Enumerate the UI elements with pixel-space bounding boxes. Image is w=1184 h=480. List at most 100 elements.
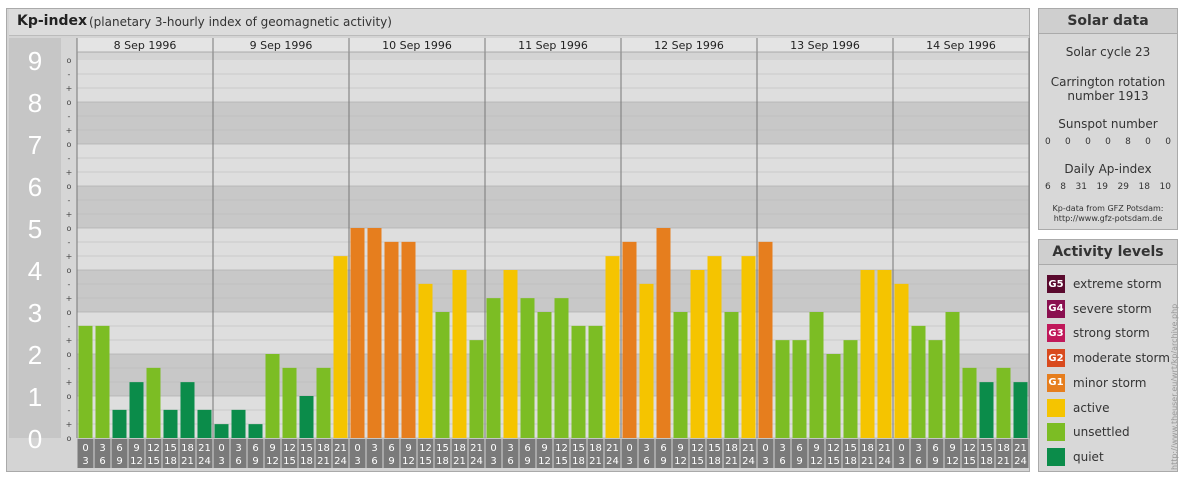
interval-end-label: 6 [915,456,921,467]
level-label: minor storm [1073,375,1147,390]
watermark: http://www.theuser.eu/wrt/kp/archive.php [1170,303,1179,470]
kp-bar [537,312,552,438]
kp-bar [333,256,348,438]
minor-tick-label: - [68,112,71,121]
interval-start-label: 15 [300,443,313,454]
minor-tick-label: + [66,336,73,345]
kp-bar [316,367,331,438]
interval-cell [638,439,655,468]
kp-bar [350,228,365,438]
interval-start-label: 12 [419,443,432,454]
interval-cell [383,439,400,468]
y-tick-label: 0 [28,424,42,454]
kp-bar [95,325,110,438]
y-tick-label: 2 [28,340,42,370]
interval-end-label: 3 [762,456,768,467]
interval-start-label: 0 [626,443,632,454]
y-tick-label: 9 [28,46,42,76]
interval-start-label: 3 [235,443,241,454]
kp-bar [520,298,535,438]
interval-start-label: 6 [388,443,394,454]
kp-bar [197,409,212,438]
interval-end-label: 21 [317,456,330,467]
interval-end-label: 21 [861,456,874,467]
kp-bar [605,256,620,438]
interval-start-label: 12 [283,443,296,454]
interval-start-label: 3 [507,443,513,454]
minor-tick-label: + [66,210,73,219]
sunspot-value: 0 [1145,137,1151,147]
interval-start-label: 3 [99,443,105,454]
interval-start-label: 15 [708,443,721,454]
interval-end-label: 18 [980,456,993,467]
interval-start-label: 9 [269,443,275,454]
activity-level-quiet: quiet [1047,447,1104,467]
interval-start-label: 18 [589,443,602,454]
interval-start-label: 0 [490,443,496,454]
activity-levels-title: Activity levels [1039,240,1177,265]
kp-bar [996,367,1011,438]
kp-bar [775,340,790,438]
interval-end-label: 3 [218,456,224,467]
interval-cell [723,439,740,468]
ap-value: 29 [1117,182,1129,192]
minor-tick-label: o [67,182,72,191]
interval-start-label: 9 [405,443,411,454]
interval-end-label: 24 [1014,456,1027,467]
interval-start-label: 12 [555,443,568,454]
interval-end-label: 6 [507,456,513,467]
minor-tick-label: o [67,98,72,107]
kp-bar [401,241,416,438]
interval-cell [145,439,162,468]
interval-end-label: 3 [490,456,496,467]
y-axis-column [9,38,61,438]
kp-bar [809,312,824,438]
interval-cell [621,439,638,468]
kp-bar [707,256,722,438]
interval-end-label: 6 [99,456,105,467]
interval-start-label: 9 [949,443,955,454]
interval-cell [502,439,519,468]
day-header-strip [77,38,1029,52]
kp-bar [214,424,229,438]
interval-start-label: 0 [218,443,224,454]
interval-start-label: 21 [606,443,619,454]
interval-cell [77,439,94,468]
interval-cell [366,439,383,468]
carrington-line2: number 1913 [1067,89,1149,103]
interval-cell [553,439,570,468]
ap-value: 31 [1075,182,1087,192]
sunspot-value: 0 [1065,137,1071,147]
interval-cell [281,439,298,468]
interval-end-label: 9 [524,456,530,467]
minor-tick-label: - [68,70,71,79]
interval-start-label: 21 [878,443,891,454]
interval-cell [825,439,842,468]
ap-value: 19 [1096,182,1108,192]
interval-start-label: 9 [133,443,139,454]
chart-subtitle: (planetary 3-hourly index of geomagnetic… [89,15,392,29]
day-label: 12 Sep 1996 [654,39,724,52]
level-label: extreme storm [1073,277,1162,291]
kp-bar [639,283,654,438]
level-swatch [1047,423,1065,442]
kp-bar [163,409,178,438]
credit-link[interactable]: http://www.gfz-potsdam.de [1053,214,1163,223]
level-swatch: G5 [1047,275,1065,293]
interval-start-label: 9 [677,443,683,454]
y-tick-label: 4 [28,256,42,286]
day-label: 13 Sep 1996 [790,39,860,52]
interval-end-label: 3 [82,456,88,467]
interval-start-label: 6 [796,443,802,454]
minor-tick-label: o [67,266,72,275]
interval-end-label: 15 [963,456,976,467]
interval-start-label: 21 [334,443,347,454]
interval-end-label: 6 [643,456,649,467]
level-label: severe storm [1073,301,1152,316]
minor-tick-label: o [67,350,72,359]
interval-cell [400,439,417,468]
kp-bar [112,409,127,438]
interval-end-label: 15 [827,456,840,467]
interval-cell [332,439,349,468]
kp-bar [469,340,484,438]
